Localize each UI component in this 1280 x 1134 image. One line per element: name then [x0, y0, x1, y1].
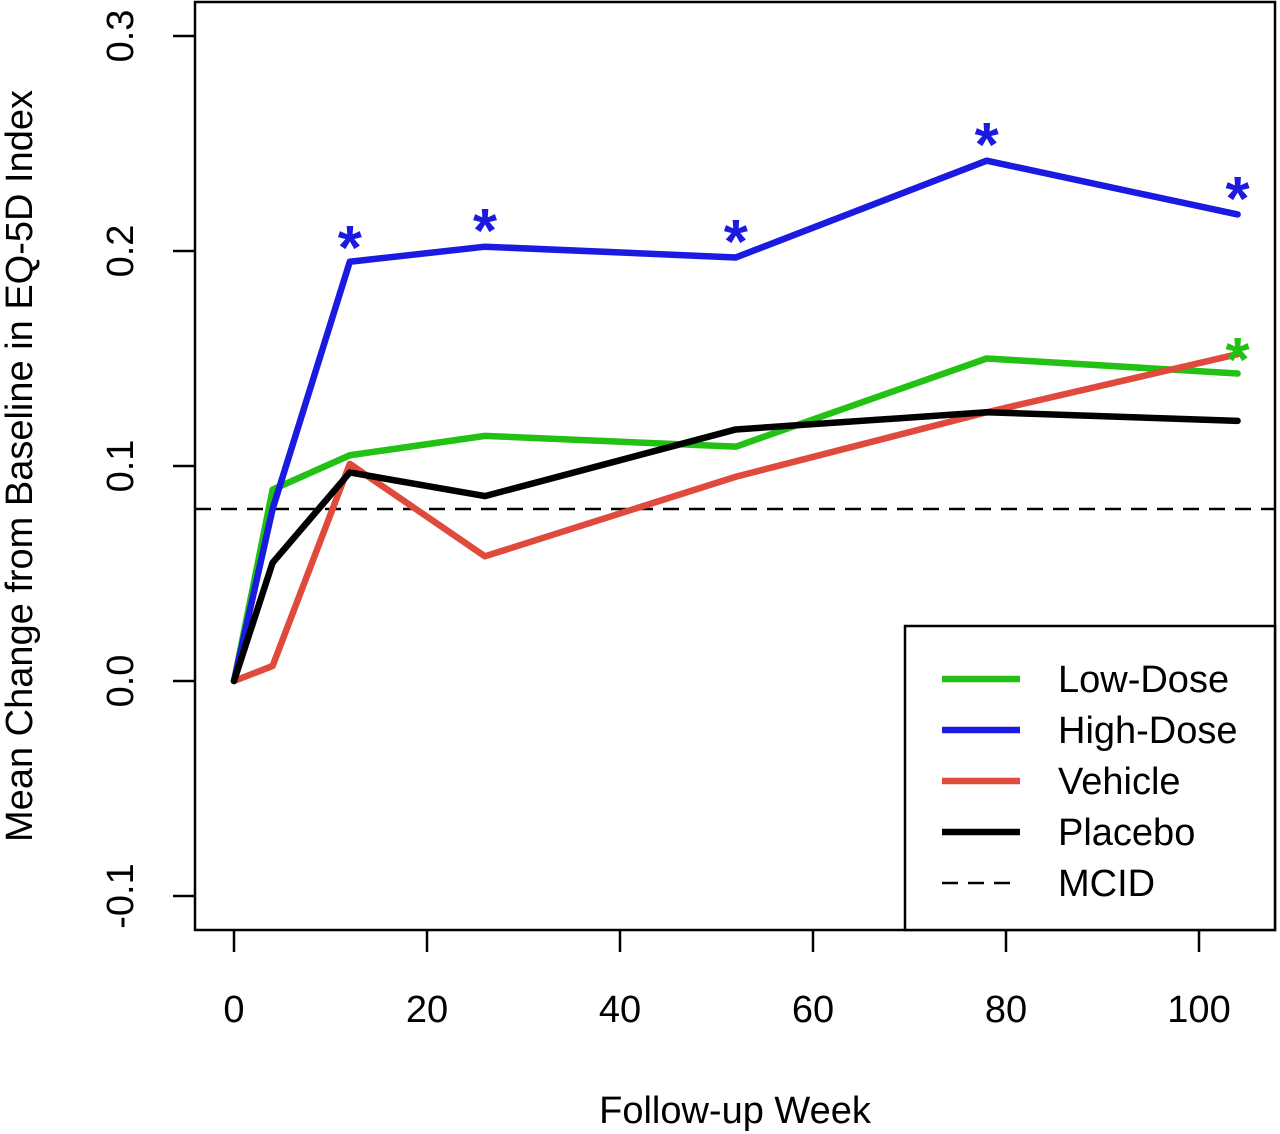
y-tick-label: 0.0 — [100, 655, 142, 708]
axes-layer: 0 20 40 60 80 100 -0.1 0.0 0.1 0.2 0.3 — [100, 0, 1277, 1031]
annotation-layer: * * * * * * — [338, 111, 1251, 395]
y-tick-label: 0.3 — [100, 10, 142, 63]
significance-star: * — [473, 197, 498, 266]
x-tick-label: 20 — [406, 989, 448, 1031]
x-axis-title: Follow-up Week — [599, 1090, 872, 1132]
significance-star: * — [1226, 326, 1251, 395]
legend-label-mcid: MCID — [1058, 863, 1155, 905]
y-tick-label: -0.1 — [100, 863, 142, 928]
x-tick-label: 100 — [1167, 989, 1230, 1031]
series-line-low-dose — [230, 355, 1241, 685]
y-tick-label: 0.2 — [100, 225, 142, 278]
significance-star: * — [975, 111, 1000, 180]
significance-star: * — [1226, 165, 1251, 234]
legend-label-low-dose: Low-Dose — [1058, 659, 1229, 701]
series-line-placebo — [230, 409, 1241, 685]
x-tick-label: 40 — [599, 989, 641, 1031]
y-tick-label: 0.1 — [100, 440, 142, 493]
x-tick-label: 80 — [985, 989, 1027, 1031]
legend-label-placebo: Placebo — [1058, 812, 1195, 854]
legend-label-vehicle: Vehicle — [1058, 761, 1181, 803]
significance-star: * — [338, 214, 363, 283]
legend-label-high-dose: High-Dose — [1058, 710, 1238, 752]
x-tick-label: 0 — [223, 989, 244, 1031]
significance-star: * — [724, 208, 749, 277]
series-layer — [195, 157, 1275, 685]
x-tick-label: 60 — [792, 989, 834, 1031]
y-axis-title: Mean Change from Baseline in EQ-5D Index — [0, 90, 41, 842]
legend: Low-Dose High-Dose Vehicle Placebo MCID — [903, 624, 1277, 932]
series-line-high-dose — [230, 157, 1241, 685]
